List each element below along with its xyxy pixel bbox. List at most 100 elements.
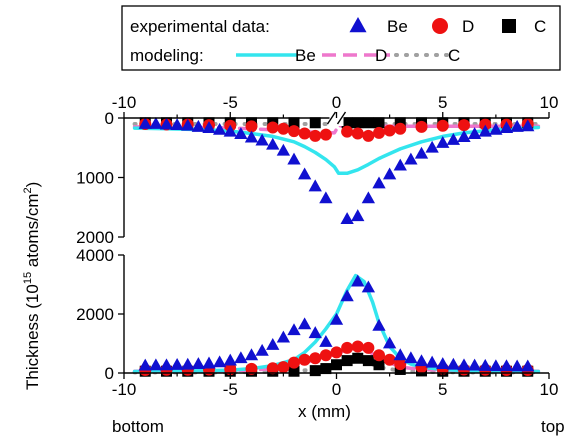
lower-exp-d-point <box>224 363 237 376</box>
lower-exp-be-point <box>351 274 365 287</box>
lower-x-tick-label: 5 <box>438 380 447 399</box>
upper-exp-d-point <box>415 120 428 133</box>
upper-exp-be-point <box>212 122 227 135</box>
lower-x-tick-label: 0 <box>332 380 341 399</box>
upper-exp-be-point <box>521 119 535 132</box>
upper-exp-d-point <box>245 120 258 133</box>
upper-y-tick-label: 2000 <box>76 228 114 247</box>
lower-exp-be-point <box>244 348 259 361</box>
upper-exp-d-point <box>351 127 364 140</box>
lower-exp-be-point <box>319 335 333 347</box>
lower-exp-be-point <box>149 358 163 371</box>
lower-x-tick-label: -5 <box>223 380 238 399</box>
upper-exp-d-point <box>373 126 385 139</box>
upper-exp-be-point <box>234 127 248 139</box>
upper-exp-be-point <box>244 130 259 143</box>
upper-exp-c-point <box>362 117 374 129</box>
lower-exp-be-point <box>234 351 248 364</box>
lower-exp-be-point <box>499 359 514 372</box>
lower-exp-d-point <box>245 362 258 375</box>
lower-exp-d-point <box>266 362 279 375</box>
lower-exp-d-point <box>330 346 343 359</box>
lower-exp-c-point <box>373 359 385 371</box>
upper-exp-d-point <box>266 121 279 134</box>
upper-panel: -10 -5 0 5 10 0 1000 2000 <box>76 93 558 247</box>
upper-exp-be-point <box>393 158 407 171</box>
upper-exp-be-point <box>223 124 237 137</box>
lower-y-tick-label: 0 <box>105 364 114 383</box>
upper-exp-be-point <box>478 124 492 137</box>
legend-exp-label: experimental data: <box>130 17 270 36</box>
lower-exp-d-point <box>319 349 332 362</box>
upper-exp-d-point <box>458 119 470 132</box>
lower-exp-be-point <box>478 358 492 371</box>
upper-exp-be-point <box>457 130 471 142</box>
upper-x-tick-label: 0 <box>332 93 341 112</box>
upper-exp-be-point <box>287 152 301 165</box>
upper-exp-d-point <box>309 129 322 142</box>
lower-exp-be-point <box>436 357 450 370</box>
legend-be-model-text: Be <box>295 46 316 65</box>
legend-c-model-text: C <box>448 46 460 65</box>
upper-x-tick-label: -10 <box>112 93 137 112</box>
lower-exp-be-point <box>393 348 407 361</box>
upper-exp-c-point <box>288 117 300 129</box>
upper-exp-be-point <box>138 116 152 129</box>
upper-exp-be-point <box>382 167 397 180</box>
legend-be-exp-marker <box>349 17 367 33</box>
legend-c-exp-marker <box>502 19 516 33</box>
upper-exp-be-point <box>319 191 333 204</box>
upper-exp-c-point <box>309 117 321 129</box>
upper-exp-be-point <box>255 133 269 146</box>
legend-c-exp-text: C <box>534 17 546 36</box>
lower-exp-be-point <box>425 355 439 368</box>
upper-exp-be-point <box>414 146 429 159</box>
upper-exp-be-point <box>361 191 376 204</box>
lower-exp-be-point <box>276 330 291 343</box>
lower-exp-be-point <box>340 289 354 302</box>
legend-frame <box>121 5 561 71</box>
lower-x-tick-label: -10 <box>112 380 137 399</box>
lower-exp-be-point <box>329 312 344 325</box>
top-label: top <box>541 417 565 436</box>
upper-exp-be-point <box>159 117 174 130</box>
upper-exp-be-point <box>202 121 216 134</box>
lower-exp-d-point <box>383 353 396 366</box>
upper-exp-be-point <box>276 143 291 156</box>
upper-exp-d-point <box>288 125 300 138</box>
lower-exp-c-point <box>341 355 353 367</box>
lower-exp-be-point <box>138 358 152 371</box>
upper-exp-be-point <box>266 137 280 150</box>
upper-exp-be-point <box>489 122 503 135</box>
lower-exp-be-point <box>266 337 280 350</box>
upper-exp-d-point <box>479 118 492 131</box>
lower-model-c-line <box>132 359 541 375</box>
lower-exp-be-point <box>489 359 503 372</box>
lower-exp-be-point <box>382 336 397 349</box>
lower-exp-be-point <box>361 280 376 293</box>
upper-exp-be-point <box>510 119 524 132</box>
upper-exp-be-point <box>181 118 195 131</box>
lower-x-tick-label: 10 <box>540 380 559 399</box>
upper-exp-be-point <box>436 135 450 148</box>
lower-exp-be-point <box>404 351 418 364</box>
upper-x-tick-label: -5 <box>223 93 238 112</box>
upper-exp-be-point <box>170 118 184 131</box>
upper-exp-be-point <box>191 119 206 132</box>
legend-d-exp-marker <box>432 18 448 34</box>
upper-exp-d-point <box>319 128 332 141</box>
lower-exp-be-point <box>202 356 216 369</box>
lower-exp-be-point <box>372 318 386 331</box>
lower-exp-d-point <box>341 341 354 354</box>
lower-exp-d-point <box>362 341 375 354</box>
legend-d-model-text: D <box>375 46 387 65</box>
legend-d-exp-text: D <box>462 17 474 36</box>
lower-exp-c-point <box>309 365 321 377</box>
lower-panel: -10 -5 0 5 10 0 2000 4000 <box>76 246 558 399</box>
upper-exp-be-point <box>372 176 386 189</box>
upper-exp-be-point <box>446 133 461 145</box>
lower-exp-d-point <box>288 356 300 369</box>
upper-exp-d-point <box>277 122 290 135</box>
upper-exp-be-point <box>297 167 312 180</box>
upper-exp-be-point <box>308 179 322 192</box>
